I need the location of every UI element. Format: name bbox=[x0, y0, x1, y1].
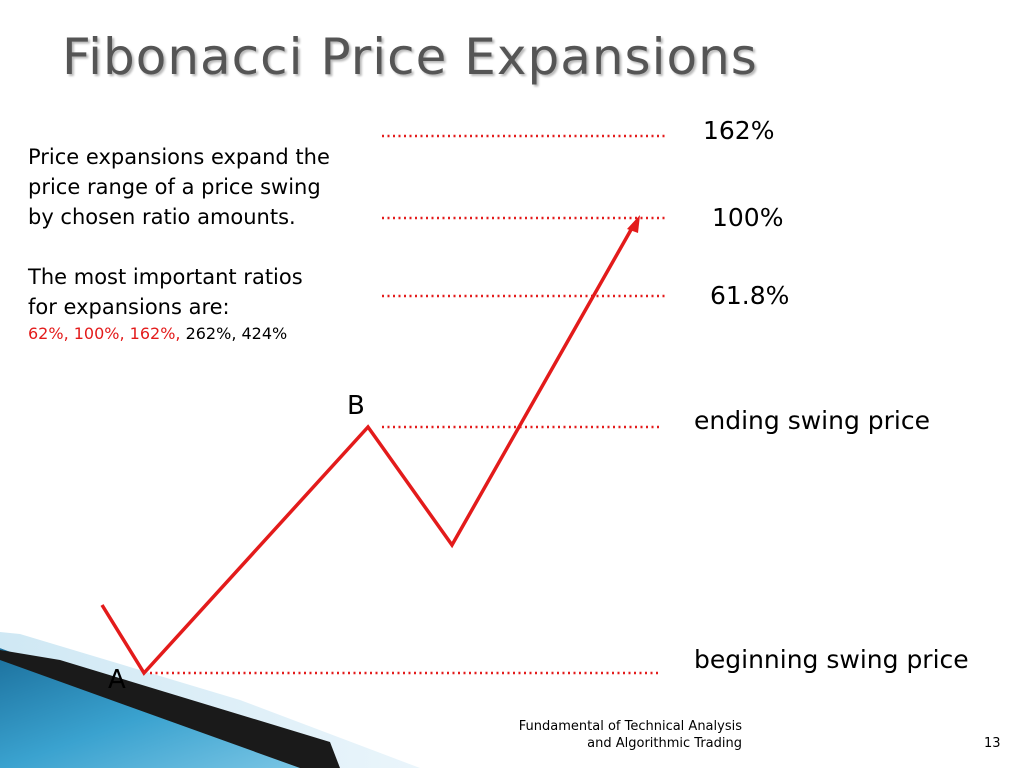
level-label-100: 100% bbox=[712, 203, 784, 232]
footer-text: Fundamental of Technical Analysis and Al… bbox=[519, 718, 742, 752]
price-swing-line bbox=[100, 227, 634, 676]
arrow-head bbox=[627, 215, 640, 233]
ratio-list-other: 262%, 424% bbox=[180, 324, 288, 343]
corner-decoration bbox=[0, 632, 420, 768]
level-label-618: 61.8% bbox=[710, 281, 790, 310]
footer-line-2: and Algorithmic Trading bbox=[587, 736, 742, 751]
ratio-list: 62%, 100%, 162%, 262%, 424% bbox=[28, 322, 338, 346]
description-block: Price expansions expand the price range … bbox=[28, 142, 338, 346]
point-label-b: B bbox=[347, 391, 365, 421]
level-label-beginning: beginning swing price bbox=[694, 645, 969, 674]
level-label-162: 162% bbox=[703, 116, 775, 145]
point-label-a: A bbox=[108, 665, 126, 695]
page-number: 13 bbox=[984, 736, 1001, 751]
level-label-ending: ending swing price bbox=[694, 406, 930, 435]
description-paragraph-1: Price expansions expand the price range … bbox=[28, 145, 330, 229]
description-paragraph-2: The most important ratios for expansions… bbox=[28, 265, 303, 319]
footer-line-1: Fundamental of Technical Analysis bbox=[518, 719, 742, 734]
ratio-list-highlighted: 62%, 100%, 162%, bbox=[28, 324, 181, 343]
slide-title: Fibonacci Price Expansions bbox=[62, 28, 758, 86]
